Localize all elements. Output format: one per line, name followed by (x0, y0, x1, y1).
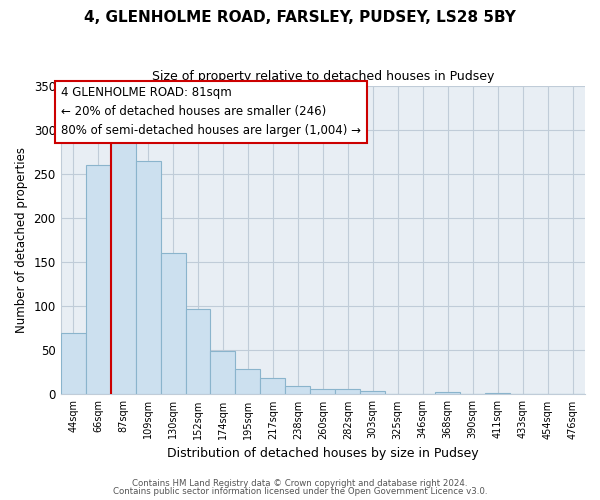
Y-axis label: Number of detached properties: Number of detached properties (15, 147, 28, 333)
Bar (61, 332, 86, 394)
Bar (485, 392, 510, 394)
Bar (185, 309, 211, 394)
Bar (86, 165, 110, 394)
Bar (211, 351, 235, 395)
Title: Size of property relative to detached houses in Pudsey: Size of property relative to detached ho… (152, 70, 494, 83)
Bar (136, 160, 161, 394)
Bar (335, 389, 360, 394)
Text: Contains HM Land Registry data © Crown copyright and database right 2024.: Contains HM Land Registry data © Crown c… (132, 478, 468, 488)
Bar (435, 392, 460, 394)
Bar (360, 391, 385, 394)
Text: 4 GLENHOLME ROAD: 81sqm
← 20% of detached houses are smaller (246)
80% of semi-d: 4 GLENHOLME ROAD: 81sqm ← 20% of detache… (61, 86, 361, 138)
Bar (161, 253, 185, 394)
Bar (286, 386, 310, 394)
Text: 4, GLENHOLME ROAD, FARSLEY, PUDSEY, LS28 5BY: 4, GLENHOLME ROAD, FARSLEY, PUDSEY, LS28… (84, 10, 516, 25)
Bar (235, 369, 260, 394)
Bar (110, 136, 136, 394)
Bar (310, 389, 335, 394)
X-axis label: Distribution of detached houses by size in Pudsey: Distribution of detached houses by size … (167, 447, 479, 460)
Text: Contains public sector information licensed under the Open Government Licence v3: Contains public sector information licen… (113, 487, 487, 496)
Bar (260, 378, 286, 394)
